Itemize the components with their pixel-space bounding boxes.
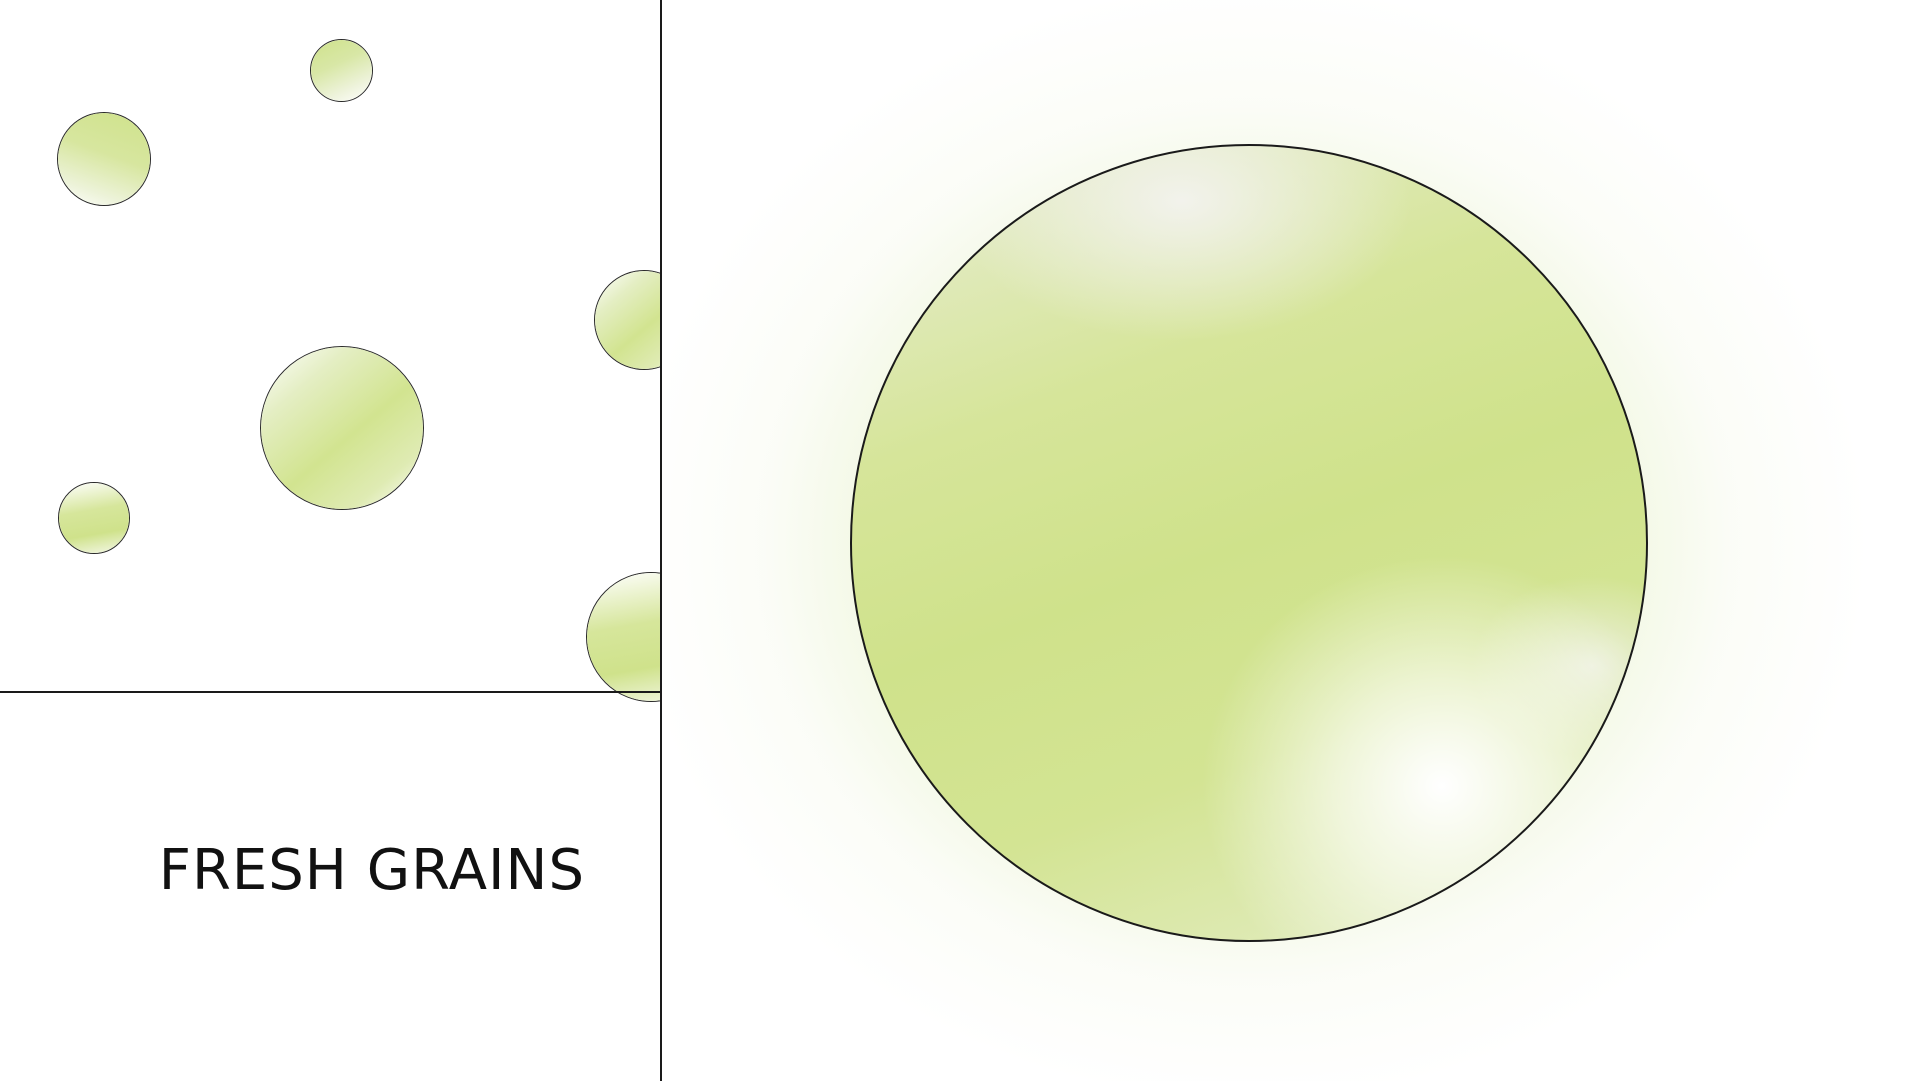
bubble-edge <box>594 270 660 370</box>
hero-panel <box>661 0 1920 1081</box>
bubble-medium <box>260 346 424 510</box>
bubble-small <box>58 482 130 554</box>
bubble-edge <box>586 572 660 702</box>
brand-title: FRESH GRAINS <box>158 838 585 903</box>
hero-grain-circle <box>850 144 1648 942</box>
horizontal-divider <box>0 691 661 693</box>
vertical-divider <box>660 0 662 1081</box>
bubble-small <box>310 39 373 102</box>
bubble-panel <box>0 0 660 1081</box>
bubble-small <box>57 112 151 206</box>
